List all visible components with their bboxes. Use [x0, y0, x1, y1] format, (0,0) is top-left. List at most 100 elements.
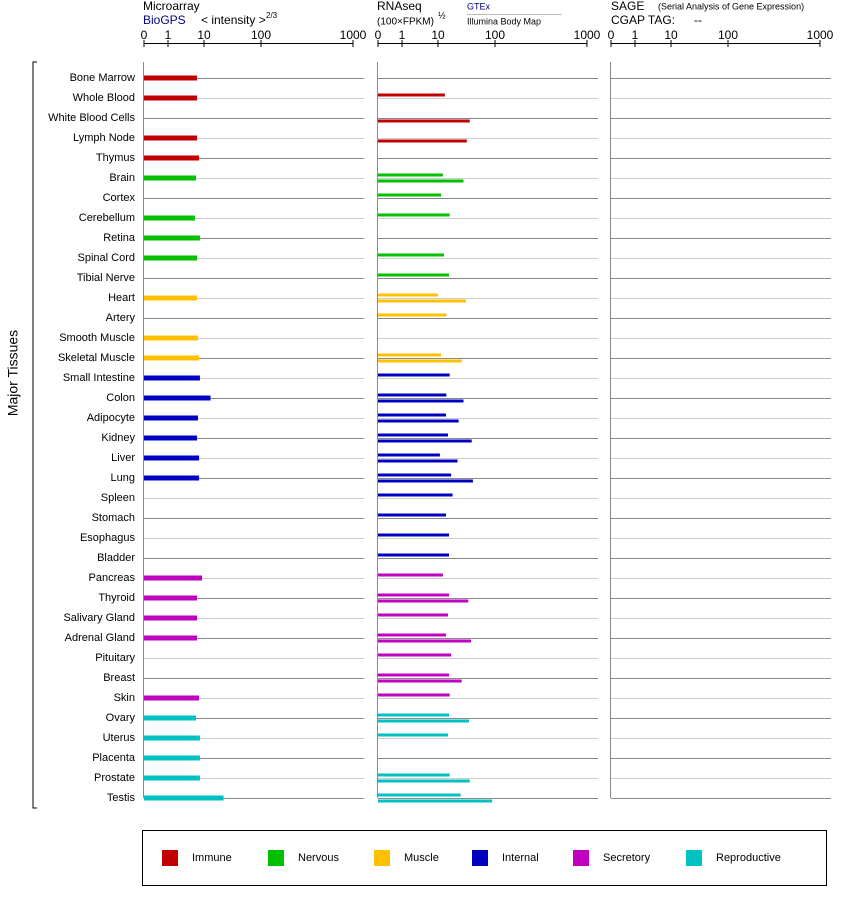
- bar: [144, 415, 198, 421]
- bar: [378, 479, 473, 483]
- x-tick-label: 0: [375, 28, 382, 42]
- tissue-label: Pancreas: [89, 572, 136, 584]
- x-tick-label: 1: [632, 28, 639, 42]
- tissue-label: Stomach: [92, 512, 135, 524]
- bar: [144, 775, 200, 781]
- bar: [144, 475, 200, 481]
- legend-swatch: [573, 850, 589, 866]
- bar: [144, 335, 198, 341]
- tissue-label: Liver: [111, 452, 135, 464]
- legend-box: [142, 830, 827, 886]
- tissue-label: Salivary Gland: [63, 612, 135, 624]
- bar: [378, 373, 450, 377]
- bar: [378, 673, 450, 677]
- bar: [378, 179, 464, 183]
- bar: [378, 433, 449, 437]
- bar: [378, 779, 470, 783]
- bar: [378, 213, 450, 217]
- tissue-label: Smooth Muscle: [59, 332, 135, 344]
- bar: [144, 795, 224, 801]
- legend-label: Immune: [192, 852, 232, 864]
- tissue-label: Esophagus: [80, 532, 136, 544]
- panel-title: Microarray: [143, 0, 200, 13]
- bar: [144, 715, 197, 721]
- bar: [378, 513, 446, 517]
- bar: [378, 399, 464, 403]
- bar: [378, 173, 443, 177]
- bar: [144, 375, 200, 381]
- x-label: < intensity >: [201, 13, 266, 27]
- tissue-label: Bone Marrow: [70, 72, 135, 84]
- tissue-label: Lymph Node: [73, 132, 135, 144]
- legend-swatch: [268, 850, 284, 866]
- tissue-label: Heart: [108, 292, 135, 304]
- series-name: Illumina Body Map: [467, 16, 541, 26]
- tissue-label: Spleen: [101, 492, 135, 504]
- bar: [378, 93, 445, 97]
- bar: [144, 255, 198, 261]
- x-tick-label: 10: [664, 28, 678, 42]
- bar: [378, 413, 446, 417]
- tissue-label: Thymus: [96, 152, 136, 164]
- tissue-label: Cortex: [103, 192, 136, 204]
- bar: [378, 653, 452, 657]
- tissue-label: Kidney: [101, 432, 135, 444]
- tissue-label: Adipocyte: [87, 412, 135, 424]
- tissue-label: Uterus: [103, 732, 136, 744]
- tissue-label: Small Intestine: [63, 372, 135, 384]
- tissue-label: Placenta: [92, 752, 136, 764]
- x-tick-label: 0: [608, 28, 615, 42]
- bar: [144, 435, 198, 441]
- tissue-label: Bladder: [97, 552, 135, 564]
- series-name: BioGPS: [143, 13, 186, 27]
- bar: [144, 135, 198, 141]
- bar: [144, 635, 198, 641]
- tissue-label: Testis: [107, 792, 136, 804]
- legend-label: Internal: [502, 852, 539, 864]
- bar: [144, 755, 200, 761]
- x-tick-label: 100: [251, 28, 271, 42]
- bar: [378, 439, 472, 443]
- x-tick-label: 1: [165, 28, 172, 42]
- bar: [378, 313, 447, 317]
- tissue-label: White Blood Cells: [48, 112, 135, 124]
- bar: [378, 639, 472, 643]
- bar: [378, 419, 459, 423]
- bar: [378, 253, 444, 257]
- bar: [144, 295, 198, 301]
- tissue-label: Colon: [106, 392, 135, 404]
- tag-value: --: [694, 13, 702, 27]
- tissue-label: Spinal Cord: [78, 252, 135, 264]
- bar: [144, 595, 198, 601]
- y-axis-label: Major Tissues: [5, 330, 21, 416]
- panel-title: SAGE: [611, 0, 644, 13]
- bar: [378, 473, 452, 477]
- panel-subtitle: (Serial Analysis of Gene Expression): [658, 1, 804, 11]
- x-label-exponent: 2/3: [266, 11, 278, 20]
- bar: [378, 119, 470, 123]
- bar: [378, 453, 440, 457]
- tissue-label: Ovary: [106, 712, 136, 724]
- tissue-label: Brain: [109, 172, 135, 184]
- legend-swatch: [686, 850, 702, 866]
- bar: [378, 693, 450, 697]
- legend-label: Secretory: [603, 852, 651, 864]
- bar: [378, 613, 449, 617]
- legend-label: Reproductive: [716, 852, 781, 864]
- tag-label: CGAP TAG:: [611, 13, 675, 27]
- bar: [144, 355, 200, 361]
- tissue-label: Prostate: [94, 772, 135, 784]
- bar: [144, 95, 198, 101]
- tissue-label: Pituitary: [95, 652, 135, 664]
- legend-label: Nervous: [298, 852, 339, 864]
- bar: [378, 719, 470, 723]
- x-tick-label: 1: [399, 28, 406, 42]
- bar: [378, 679, 462, 683]
- tissue-label: Skeletal Muscle: [58, 352, 135, 364]
- bar: [378, 459, 458, 463]
- tissue-label: Artery: [106, 312, 136, 324]
- bar: [378, 593, 450, 597]
- tissue-label: Whole Blood: [73, 92, 135, 104]
- bar: [378, 713, 450, 717]
- bar: [378, 533, 450, 537]
